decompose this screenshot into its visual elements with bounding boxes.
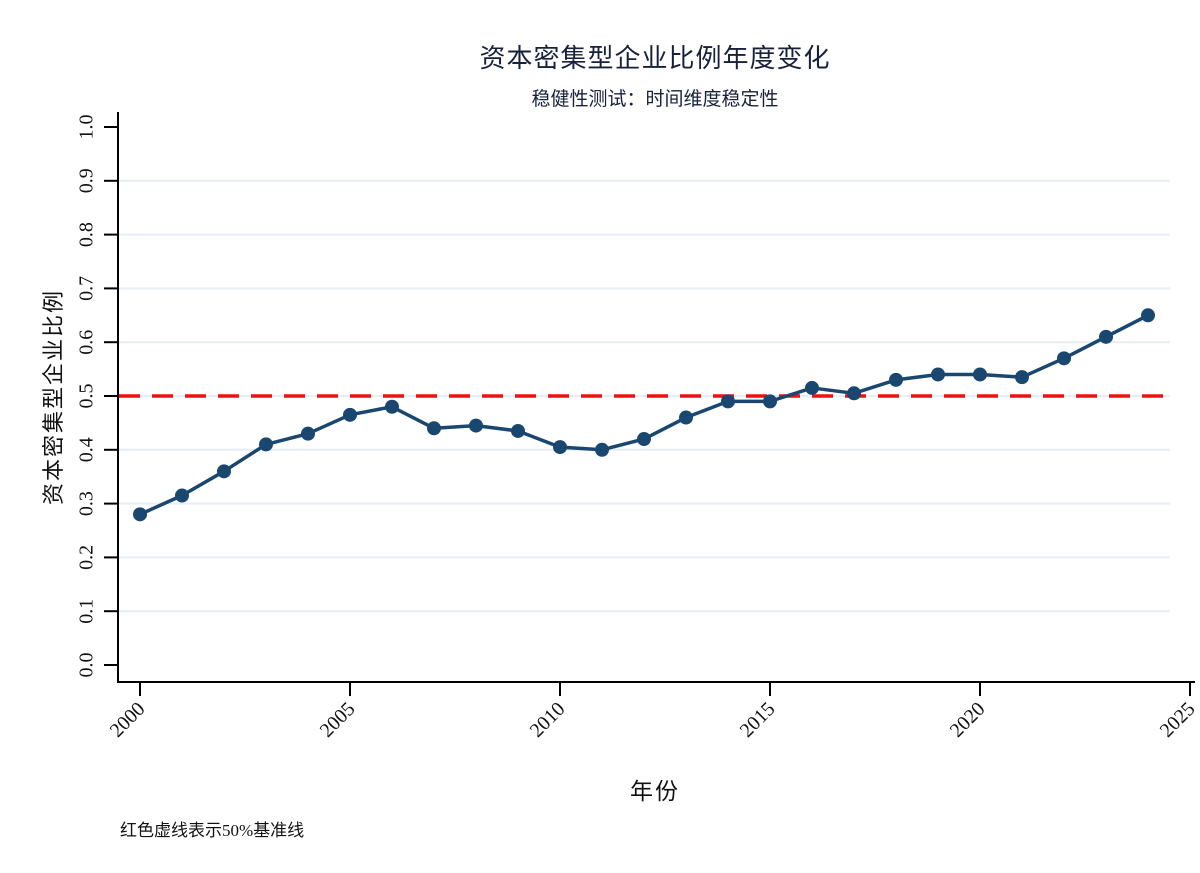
y-tick-label: 0.2	[76, 545, 98, 570]
data-point	[1015, 370, 1029, 385]
y-tick-label: 0.5	[76, 384, 98, 409]
y-tick-label: 0.0	[76, 653, 98, 678]
chart-subtitle: 稳健性测试：时间维度稳定性	[531, 89, 779, 110]
x-tick-label: 2000	[106, 698, 150, 742]
x-axis-label: 年份	[630, 779, 680, 804]
data-point	[1141, 308, 1155, 323]
x-tick-label: 2025	[1156, 698, 1200, 742]
data-point	[637, 432, 651, 447]
data-point	[1057, 351, 1071, 366]
data-point	[385, 399, 399, 414]
data-point	[511, 423, 525, 438]
y-tick-label: 0.1	[76, 599, 98, 624]
data-point	[973, 367, 987, 382]
data-point	[301, 426, 315, 441]
data-point	[889, 372, 903, 387]
x-tick-label: 2005	[316, 698, 360, 742]
y-axis-label: 资本密集型企业比例	[41, 288, 66, 506]
y-tick-label: 1.0	[76, 115, 98, 140]
data-point	[259, 437, 273, 452]
data-point	[847, 386, 861, 401]
data-point	[931, 367, 945, 382]
reference-line-note: 红色虚线表示50%基准线	[120, 821, 305, 840]
y-tick-label: 0.3	[76, 491, 98, 516]
y-tick-label: 0.9	[76, 168, 98, 193]
y-tick-label: 0.7	[76, 276, 98, 301]
data-point	[175, 488, 189, 503]
x-tick-label: 2015	[736, 698, 780, 742]
data-line	[138, 313, 1150, 517]
data-point	[595, 442, 609, 457]
data-point	[133, 507, 147, 522]
data-point	[553, 440, 567, 455]
y-tick-label: 0.4	[76, 437, 98, 462]
data-point	[427, 421, 441, 436]
data-point	[343, 407, 357, 422]
data-point	[721, 394, 735, 409]
data-point	[1099, 329, 1113, 344]
chart-title: 资本密集型企业比例年度变化	[479, 44, 831, 73]
data-point	[679, 410, 693, 425]
data-point	[469, 418, 483, 433]
data-point	[217, 464, 231, 479]
y-tick-label: 0.6	[76, 330, 98, 355]
data-point	[763, 394, 777, 409]
x-tick-label: 2010	[526, 698, 570, 742]
x-tick-label: 2020	[946, 698, 990, 742]
data-point	[805, 380, 819, 395]
y-tick-label: 0.8	[76, 222, 98, 247]
